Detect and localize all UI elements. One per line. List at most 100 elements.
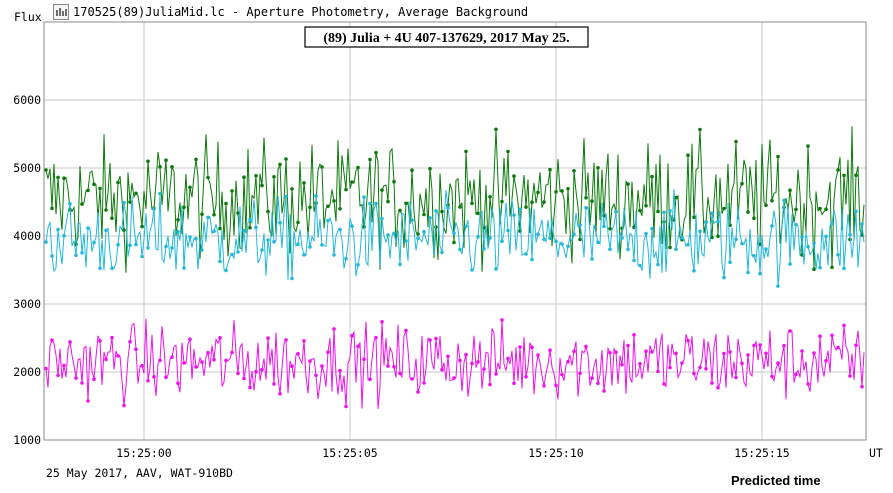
data-point xyxy=(332,253,336,257)
data-point xyxy=(266,336,270,340)
data-point xyxy=(230,350,234,355)
data-point xyxy=(116,180,120,185)
data-point xyxy=(800,235,804,239)
data-point xyxy=(476,235,480,239)
data-point xyxy=(326,204,330,208)
data-point xyxy=(314,373,318,378)
data-point xyxy=(200,360,204,364)
data-point xyxy=(44,366,48,371)
data-point xyxy=(794,207,798,212)
data-point xyxy=(326,350,330,355)
series-line xyxy=(45,188,865,287)
data-point xyxy=(278,162,282,167)
data-point xyxy=(362,357,366,362)
y-tick-label: 5000 xyxy=(13,161,41,175)
data-point xyxy=(230,189,234,193)
data-point xyxy=(56,373,60,378)
data-point xyxy=(50,338,54,343)
data-point xyxy=(494,127,498,132)
data-point xyxy=(236,211,240,215)
data-point xyxy=(470,268,474,272)
data-point xyxy=(140,224,144,229)
data-point xyxy=(668,365,672,370)
data-point xyxy=(806,244,810,249)
plot-frame xyxy=(43,21,867,441)
data-point xyxy=(308,359,312,363)
lightcurve-icon-glyph xyxy=(56,8,67,16)
data-point xyxy=(698,365,702,370)
data-point xyxy=(512,174,516,178)
data-point xyxy=(230,252,234,257)
data-point xyxy=(578,371,582,376)
data-point xyxy=(296,220,300,225)
data-point xyxy=(494,372,498,376)
data-point xyxy=(584,206,588,210)
data-point xyxy=(716,219,720,224)
data-point xyxy=(788,329,792,333)
data-point xyxy=(224,358,228,363)
data-point xyxy=(152,206,156,211)
data-point xyxy=(398,262,402,267)
x-tick-label: 15:25:00 xyxy=(116,446,171,460)
data-point xyxy=(554,383,558,388)
data-point xyxy=(386,233,390,237)
data-point xyxy=(686,338,690,343)
data-point xyxy=(824,207,828,211)
data-point xyxy=(110,335,114,340)
data-point xyxy=(62,363,66,368)
data-point xyxy=(554,239,558,244)
data-point xyxy=(380,320,384,324)
data-point xyxy=(752,343,756,348)
data-point xyxy=(344,187,348,192)
data-point xyxy=(452,240,456,245)
data-point xyxy=(788,188,792,192)
data-point xyxy=(182,266,186,270)
y-tick-label: 3000 xyxy=(13,297,41,311)
data-point xyxy=(758,271,762,276)
data-point xyxy=(806,382,810,386)
data-point xyxy=(338,227,342,232)
data-point xyxy=(746,210,750,214)
data-point xyxy=(764,203,768,208)
data-point xyxy=(728,350,732,354)
data-point xyxy=(686,153,690,157)
data-point xyxy=(296,242,300,246)
data-point xyxy=(422,381,426,385)
data-point xyxy=(614,350,618,355)
data-point xyxy=(656,209,660,214)
data-point xyxy=(74,376,78,380)
data-point xyxy=(608,247,612,251)
series-1 xyxy=(44,126,865,273)
data-point xyxy=(560,242,564,246)
data-point xyxy=(80,251,84,255)
data-point xyxy=(302,181,306,185)
chart-series xyxy=(44,126,865,409)
data-point xyxy=(668,245,672,250)
data-point xyxy=(638,361,642,366)
data-point xyxy=(854,173,858,178)
data-point xyxy=(530,257,534,262)
data-point xyxy=(374,201,378,206)
data-point xyxy=(284,338,288,342)
data-point xyxy=(398,208,402,213)
data-point xyxy=(356,165,360,170)
data-point xyxy=(818,206,822,211)
series-3 xyxy=(44,318,865,409)
data-point xyxy=(740,361,744,366)
data-point xyxy=(110,266,114,271)
data-point xyxy=(116,354,120,358)
data-point xyxy=(212,212,216,217)
data-point xyxy=(332,327,336,331)
lightcurve-icon[interactable] xyxy=(53,4,69,20)
data-point xyxy=(260,367,264,372)
data-point xyxy=(806,144,810,148)
data-point xyxy=(464,352,468,357)
data-point xyxy=(440,367,444,372)
data-point xyxy=(404,201,408,206)
data-point xyxy=(704,367,708,371)
data-point xyxy=(686,243,690,247)
data-point xyxy=(416,390,420,394)
data-point xyxy=(338,368,342,373)
data-point xyxy=(560,372,564,377)
data-point xyxy=(440,250,444,255)
